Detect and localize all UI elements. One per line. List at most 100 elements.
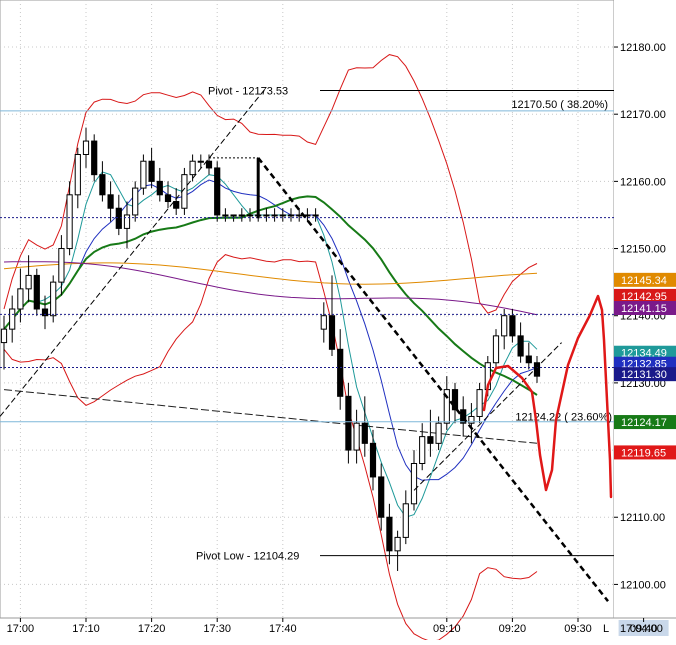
candle-body (320, 315, 327, 330)
candle-body (74, 154, 81, 196)
price-badge (614, 288, 676, 303)
candle-body (9, 308, 16, 330)
candle-body (468, 415, 475, 424)
candle-body (123, 214, 131, 229)
ma-fast (3, 171, 538, 518)
candle-body (296, 214, 303, 217)
price-badge-label: 12141.15 (621, 303, 667, 315)
candle-body (533, 362, 541, 377)
bollinger-upper (3, 54, 538, 314)
time-axis[interactable]: 17:00 17:10 17:20 17:30 17:40 09:10 09:20 09:30… (0, 617, 676, 636)
candle-body (238, 214, 245, 217)
candle-body (443, 389, 450, 424)
candle-body (91, 140, 98, 176)
candle-body (17, 288, 24, 310)
candle-body (451, 389, 459, 411)
hand-drawn-annotation (482, 294, 613, 499)
candle-body (525, 355, 532, 364)
pivot-low-label: Pivot Low - 12104.29 (196, 551, 299, 563)
time-highlight (618, 620, 669, 636)
candle-body (287, 214, 295, 217)
falling-trendline (257, 157, 609, 602)
candle-body (25, 274, 32, 290)
x-tick-label: 17:00 (7, 623, 35, 635)
candle-body (476, 389, 483, 417)
candle-body (222, 214, 229, 217)
candle-body (386, 516, 393, 552)
x-tick-label: 17:10 (72, 623, 100, 635)
candle-body (517, 335, 524, 357)
candle-body (492, 335, 500, 364)
x-tick-label: 09:30 (564, 623, 592, 635)
candle-body (132, 187, 139, 216)
ma-slow (3, 195, 538, 396)
x-tick-label: 17:20 (138, 623, 166, 635)
price-badge (614, 445, 676, 460)
ma-medium (3, 179, 538, 481)
price-badge (614, 300, 676, 315)
price-badge-label: 12145.34 (621, 275, 667, 287)
candle-body (197, 160, 204, 163)
price-badge (614, 367, 676, 382)
candle-body (0, 328, 8, 344)
y-tick-label: 12150.00 (620, 244, 666, 256)
candle-body (58, 248, 65, 283)
indicator-overlays (3, 54, 538, 642)
candle-body (99, 174, 106, 196)
x-tick-label: 09:10 (433, 623, 461, 635)
price-badge-label: 12131.30 (621, 369, 667, 381)
candle-body (328, 315, 336, 350)
x-tick-label: 09:40 (630, 623, 658, 635)
y-tick-label: 12170.00 (620, 109, 666, 121)
candle-body (509, 315, 516, 337)
y-tick-label: 12110.00 (620, 512, 665, 524)
price-axis[interactable]: 12100.0012110.0012120.0012130.0012140.00… (614, 0, 676, 618)
candle-body (369, 442, 377, 478)
price-badge (614, 272, 676, 287)
candle-body (41, 308, 49, 317)
price-badge-label: 12124.17 (621, 417, 667, 429)
candle-body (263, 214, 270, 217)
candle-body (230, 214, 237, 217)
x-end-label: 17:04:00 (620, 623, 663, 635)
y-tick-label: 12100.00 (620, 579, 666, 591)
ma-long-purple (3, 261, 538, 316)
candle-body (410, 463, 418, 505)
candle-body (402, 503, 409, 538)
candle-body (353, 422, 360, 451)
fib-382-label: 12170.50 ( 38.20%) (511, 99, 608, 111)
candle-body (312, 214, 319, 217)
candle-body (337, 348, 344, 397)
candle-body (205, 160, 213, 169)
x-tick-label: 09:20 (499, 623, 527, 635)
candle-body (427, 436, 434, 444)
x-end-marker: L (603, 623, 609, 635)
candle-body (107, 194, 114, 209)
candle-body (246, 214, 254, 217)
y-tick-label: 12160.00 (620, 176, 666, 188)
rising-trendline (0, 87, 267, 417)
candle-body (33, 274, 40, 310)
candle-body (378, 476, 385, 518)
candle-body (173, 201, 180, 209)
candle-body (214, 167, 221, 216)
candle-body (164, 194, 172, 203)
annotations: Pivot - 12173.53 12170.50 ( 38.20%) 12124.… (0, 85, 614, 602)
price-badge-label: 12134.49 (621, 348, 667, 360)
candle-body (394, 536, 401, 552)
candle-body (66, 194, 73, 250)
candle-body (148, 160, 155, 182)
fib-236-label: 12124.22 ( 23.60%) (515, 412, 612, 424)
x-tick-label: 17:40 (269, 623, 297, 635)
candle-body (82, 140, 90, 155)
candle-body (189, 160, 196, 176)
candle-body (419, 436, 426, 464)
x-tick-label: 17:30 (203, 623, 231, 635)
y-tick-label: 12180.00 (620, 42, 666, 54)
candle-body (435, 422, 442, 444)
ma-long-orange (3, 262, 538, 285)
candle-body (50, 281, 57, 317)
candle-body (361, 422, 368, 444)
regression-line (3, 389, 538, 444)
